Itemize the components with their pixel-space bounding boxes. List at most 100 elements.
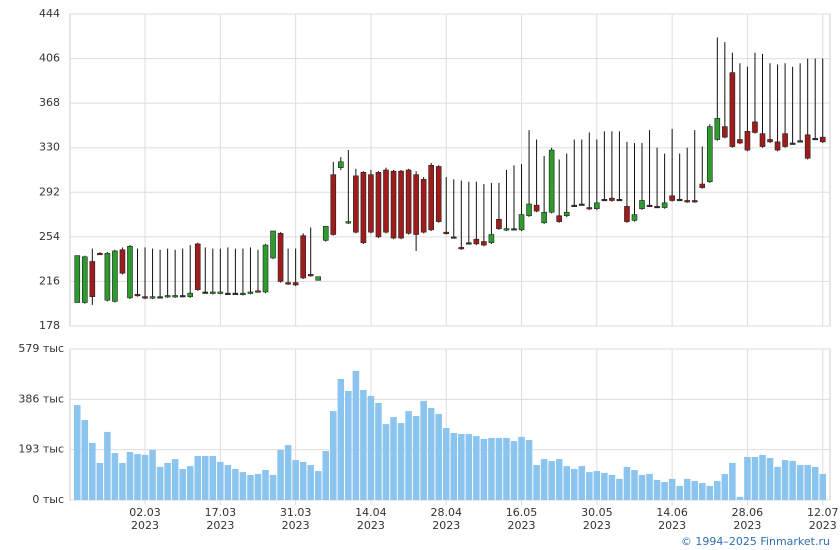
candle-body [240, 292, 246, 295]
candle-body [345, 221, 352, 224]
volume-bar [714, 480, 721, 500]
candle-body [270, 230, 276, 259]
candle-body [119, 249, 126, 274]
volume-bar [239, 472, 247, 500]
volume-bar [360, 389, 367, 500]
candle-body [413, 174, 419, 235]
volume-bar [367, 395, 375, 500]
volume-bar [631, 470, 638, 500]
volume-bar [209, 455, 217, 500]
volume-bar [284, 444, 292, 500]
volume-bar [729, 462, 736, 500]
candle-body [488, 234, 495, 244]
candle-body [797, 140, 803, 143]
candle-body [706, 126, 713, 183]
x-tick-label: 17.03 2023 [204, 506, 237, 532]
volume-bar [171, 459, 179, 500]
volume-bar [593, 471, 601, 500]
candle-body [571, 204, 578, 207]
volume-bar [751, 456, 759, 500]
y-tick-label: 368 [39, 96, 60, 109]
candle-body [292, 282, 299, 286]
volume-bar [427, 407, 435, 500]
volume-bar [488, 437, 495, 500]
candle-body [225, 292, 231, 295]
candle-body [164, 295, 171, 298]
candle-body [729, 72, 736, 147]
volume-bar [149, 449, 156, 500]
candle-body [473, 238, 480, 245]
y-tick-label: 330 [39, 141, 60, 154]
volume-bar [766, 458, 774, 500]
candle-body [819, 136, 826, 143]
candle-body [767, 139, 773, 143]
x-tick-label: 14.04 2023 [355, 506, 387, 532]
volume-bar [570, 468, 578, 500]
x-tick-label: 12.07 2023 [806, 506, 839, 532]
candle-body [722, 126, 728, 138]
x-tick-label: 31.03 2023 [279, 506, 312, 532]
candle-body [89, 261, 96, 297]
y-tick-label: 386 тыс [18, 392, 64, 405]
volume-bar [736, 496, 744, 500]
candle-body [676, 199, 683, 202]
candle-body [631, 214, 638, 221]
volume-bar [450, 432, 458, 500]
volume-bar [186, 466, 194, 500]
candle-body [548, 149, 555, 213]
x-tick-label: 16.05 2023 [505, 506, 538, 532]
volume-bar [668, 478, 676, 500]
volume-bar [458, 434, 465, 500]
candle-body [353, 175, 359, 233]
y-tick-label: 178 [39, 319, 60, 332]
volume-bar [111, 453, 119, 500]
y-tick-label: 254 [39, 230, 60, 243]
volume-bar [503, 437, 510, 500]
y-tick-label: 216 [39, 274, 60, 287]
candle-body [383, 169, 389, 233]
volume-bar [390, 417, 397, 500]
volume-bar [134, 454, 141, 500]
candle-body [526, 203, 532, 217]
volume-bar [156, 466, 164, 500]
volume-bar [653, 479, 661, 500]
candle-body [556, 215, 562, 222]
volume-bar [194, 455, 202, 500]
volume-bar [314, 471, 322, 500]
volume-bar [548, 460, 555, 500]
candle-body [518, 214, 525, 231]
candle-body [458, 247, 465, 250]
volume-bar [126, 452, 134, 500]
volume-bar [601, 472, 608, 500]
candle-body [466, 242, 472, 245]
volume-bar [759, 454, 766, 500]
volume-bar [217, 461, 224, 500]
volume-bar [89, 442, 96, 500]
volume-bar [721, 473, 729, 500]
volume-bar [96, 462, 104, 500]
volume-bar [232, 468, 239, 500]
volume-bar [676, 485, 683, 500]
volume-bar [578, 466, 586, 500]
volume-bar [586, 472, 593, 500]
candle-body [202, 291, 209, 294]
candle-body [262, 244, 269, 293]
volume-bar [744, 456, 751, 500]
x-tick-label: 28.04 2023 [430, 506, 462, 532]
candle-body [691, 200, 698, 203]
volume-bar [269, 474, 277, 500]
volume-bar [322, 450, 330, 500]
candle-body [187, 292, 194, 297]
volume-bar [435, 413, 442, 500]
candle-body [812, 138, 819, 141]
candle-body [322, 226, 329, 241]
volume-bar [299, 461, 307, 500]
candle-body [435, 166, 442, 222]
candle-body [112, 250, 118, 302]
candle-body [533, 204, 540, 212]
volume-bar [563, 466, 570, 500]
volume-bar [412, 416, 420, 500]
volume-bar [254, 473, 262, 500]
volume-bar [811, 466, 819, 500]
